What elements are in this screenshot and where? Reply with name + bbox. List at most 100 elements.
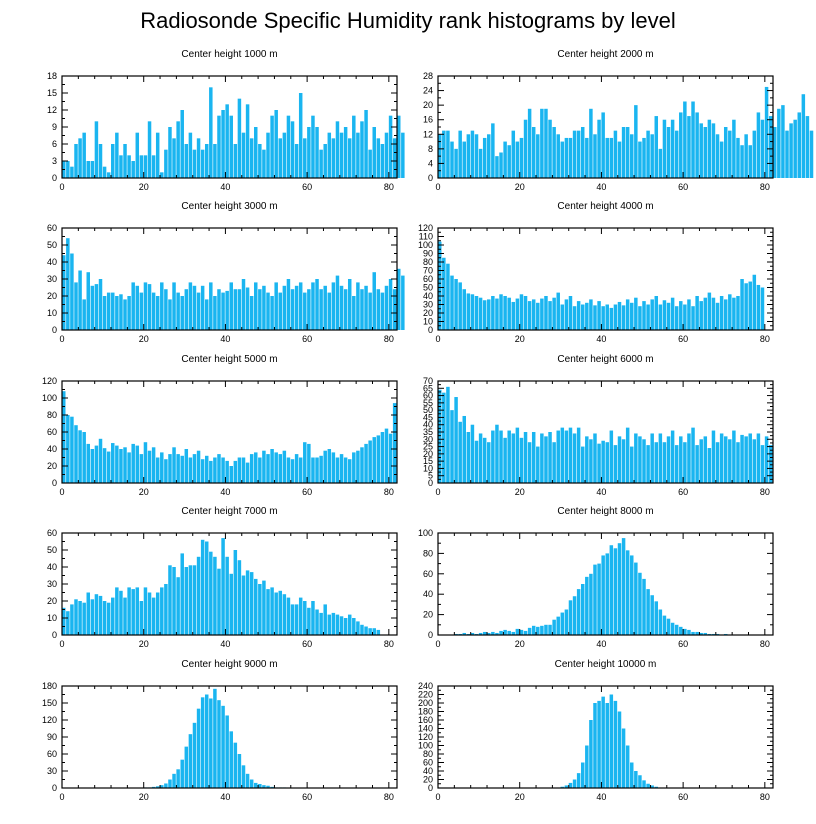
histogram-bar [319, 289, 323, 330]
histogram-bar [303, 138, 307, 178]
histogram-bar [642, 578, 646, 635]
histogram-bar [237, 457, 242, 483]
histogram-bar [213, 144, 217, 178]
y-tick-label: 40 [47, 444, 57, 454]
histogram-bar [609, 545, 614, 635]
y-tick-label: 150 [42, 698, 57, 708]
y-tick-label: 0 [428, 173, 433, 183]
histogram-bar [703, 127, 708, 178]
histogram-bar [458, 130, 462, 178]
histogram-bar [740, 279, 744, 330]
histogram-bar [634, 771, 638, 788]
y-tick-label: 65 [423, 383, 433, 393]
histogram-bar [601, 112, 605, 178]
histogram-bar [715, 302, 720, 330]
histogram-bar [360, 289, 364, 330]
y-tick-label: 80 [423, 749, 433, 759]
y-tick-label: 110 [419, 232, 433, 242]
histogram-bar [511, 130, 516, 178]
histogram-bar [147, 121, 152, 178]
histogram-bar [135, 132, 140, 178]
y-tick-label: 100 [418, 528, 433, 538]
y-tick-label: 30 [423, 434, 433, 444]
histogram-bar [719, 296, 724, 330]
histogram-bar [589, 720, 593, 788]
y-tick-label: 55 [423, 398, 433, 408]
y-tick-label: 20 [47, 461, 57, 471]
histogram-bar [552, 297, 556, 330]
histogram-bar [102, 448, 107, 483]
histogram-bar [372, 437, 376, 483]
x-tick-label: 0 [435, 334, 440, 344]
histogram-bar [282, 285, 287, 330]
histogram-bar [540, 625, 544, 635]
histogram-bar [290, 604, 295, 635]
histogram-bar [90, 599, 95, 635]
histogram-bar [176, 292, 180, 330]
histogram-bar [487, 442, 491, 483]
histogram-bar [527, 442, 532, 483]
histogram-bar [576, 773, 581, 789]
histogram-bar [499, 430, 503, 483]
histogram-bar [679, 436, 683, 483]
histogram-bar [605, 703, 609, 788]
histogram-bar [327, 132, 332, 178]
histogram-bar [262, 785, 266, 788]
histogram-bar [213, 457, 217, 483]
panel-1: Center height 1000 m 0 20 40 60 80 0 3 6 9 12 15 18 [47, 49, 405, 192]
y-tick-label: 0 [52, 325, 57, 335]
histogram-bar [605, 553, 609, 635]
histogram-bar [168, 779, 172, 788]
histogram-bar [654, 296, 659, 330]
histogram-bar [311, 282, 315, 330]
histogram-bar [495, 298, 499, 330]
histogram-bar [123, 597, 127, 635]
histogram-bar [298, 282, 303, 330]
histogram-bar [90, 285, 95, 330]
histogram-bar [66, 611, 70, 635]
histogram-bar [617, 301, 622, 330]
histogram-bar [740, 434, 744, 483]
y-tick-label: 60 [47, 427, 57, 437]
histogram-bar [70, 166, 74, 178]
histogram-bar [192, 565, 197, 635]
histogram-bar [654, 442, 659, 483]
x-tick-label: 40 [596, 639, 606, 649]
histogram-bar [164, 459, 168, 483]
histogram-bar [209, 460, 213, 483]
histogram-bar [446, 386, 450, 483]
y-tick-label: 40 [423, 766, 433, 776]
histogram-bar [249, 454, 254, 483]
histogram-bar [135, 587, 140, 635]
histogram-bar [384, 132, 389, 178]
histogram-bar [478, 632, 483, 635]
histogram-bar [74, 144, 78, 178]
histogram-bar [245, 570, 250, 635]
histogram-bar [286, 457, 291, 483]
histogram-bar [585, 302, 589, 330]
histogram-bar [634, 433, 638, 483]
histogram-bar [597, 563, 601, 635]
histogram-bar [98, 438, 103, 483]
histogram-bar [531, 127, 536, 178]
histogram-bar [241, 457, 246, 483]
histogram-bar [282, 132, 287, 178]
histogram-bar [151, 292, 156, 330]
x-tick-label: 80 [760, 792, 770, 802]
histogram-bar [707, 292, 712, 330]
histogram-bar [119, 155, 123, 178]
histogram-bar [613, 700, 618, 789]
histogram-bar [658, 433, 663, 483]
histogram-bar [785, 130, 789, 178]
histogram-bar [168, 127, 172, 178]
y-tick-label: 20 [423, 449, 433, 459]
y-tick-label: 20 [47, 291, 57, 301]
histogram-bar [380, 432, 385, 483]
histogram-bar [515, 298, 520, 330]
histogram-bar [343, 618, 348, 635]
histogram-bar [670, 430, 675, 483]
histogram-bar [723, 436, 728, 483]
histogram-bar [298, 457, 303, 483]
histogram-bar [66, 238, 70, 330]
histogram-bar [580, 127, 585, 178]
